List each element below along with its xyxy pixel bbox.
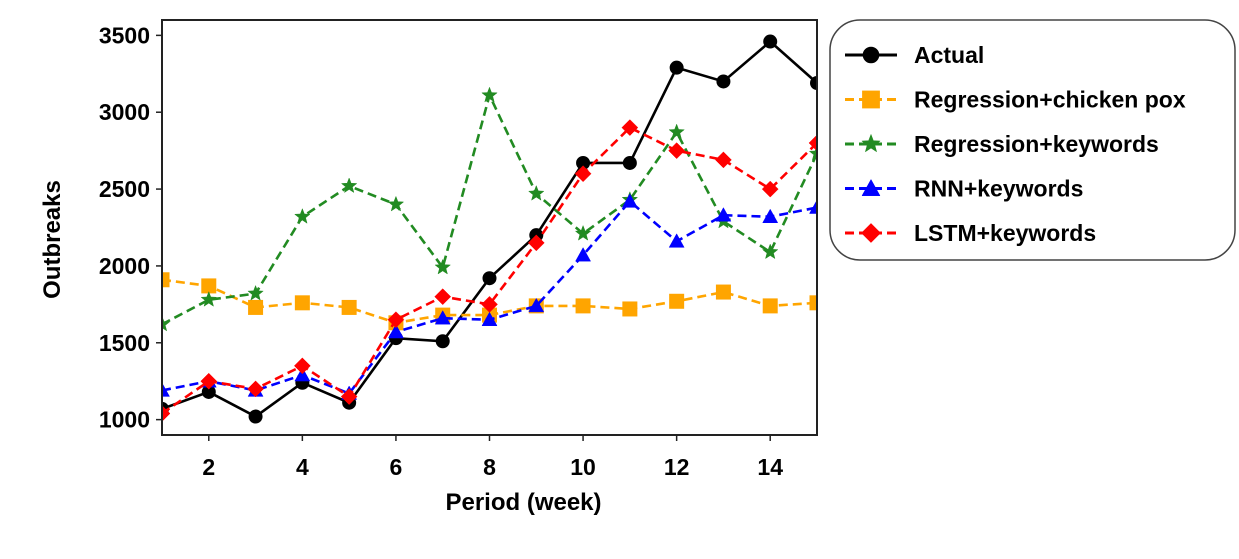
data-point-regression-chicken-pox-11 xyxy=(622,301,638,317)
legend-entry-regression-keywords: Regression+keywords xyxy=(845,131,1159,157)
data-point-lstm-keywords-7 xyxy=(434,288,452,306)
data-point-actual-3 xyxy=(248,409,263,424)
x-tick-label: 10 xyxy=(570,454,596,480)
data-point-rnn-keywords-1 xyxy=(162,382,170,397)
legend-label: Actual xyxy=(914,42,984,68)
data-point-lstm-keywords-10 xyxy=(574,165,592,183)
data-point-lstm-keywords-14 xyxy=(761,180,779,198)
x-tick-label: 2 xyxy=(202,454,215,480)
data-point-lstm-keywords-8 xyxy=(481,295,498,313)
data-point-lstm-keywords-5 xyxy=(340,388,358,405)
x-tick-label: 6 xyxy=(390,454,403,480)
legend-entry-lstm-keywords: LSTM+keywords xyxy=(845,220,1096,246)
y-tick-label: 3000 xyxy=(99,99,150,125)
legend-entry-rnn-keywords: RNN+keywords xyxy=(845,176,1083,202)
data-point-lstm-keywords-11 xyxy=(621,119,639,136)
y-tick-label: 1500 xyxy=(99,330,150,356)
data-point-regression-keywords-14 xyxy=(761,243,779,260)
legend-swatch-marker xyxy=(862,46,880,64)
data-point-rnn-keywords-10 xyxy=(575,247,591,262)
data-point-rnn-keywords-6 xyxy=(388,324,404,339)
data-point-lstm-keywords-9 xyxy=(527,234,545,252)
data-point-regression-keywords-7 xyxy=(434,258,451,275)
data-point-regression-keywords-10 xyxy=(574,224,592,241)
legend-label: Regression+keywords xyxy=(914,131,1159,157)
data-point-actual-13 xyxy=(716,74,731,89)
y-tick-label: 1000 xyxy=(99,407,150,433)
data-point-rnn-keywords-12 xyxy=(668,233,685,248)
data-point-rnn-keywords-7 xyxy=(434,310,451,325)
data-point-regression-chicken-pox-13 xyxy=(715,284,731,300)
x-axis-title: Period (week) xyxy=(445,489,601,516)
data-point-lstm-keywords-6 xyxy=(387,311,405,329)
y-tick-label: 2500 xyxy=(99,176,150,202)
data-point-rnn-keywords-13 xyxy=(715,207,732,222)
data-point-rnn-keywords-11 xyxy=(621,193,638,208)
x-tick-label: 4 xyxy=(296,454,309,480)
data-point-regression-chicken-pox-15 xyxy=(809,295,817,311)
legend-swatch-marker xyxy=(861,178,881,196)
data-point-regression-keywords-6 xyxy=(387,195,405,212)
data-point-regression-keywords-4 xyxy=(294,208,311,224)
data-point-actual-15 xyxy=(810,76,817,91)
legend-swatch-marker xyxy=(862,90,880,109)
x-tick-label: 8 xyxy=(483,454,496,480)
x-tick-label: 12 xyxy=(664,454,690,480)
data-point-lstm-keywords-15 xyxy=(808,134,817,152)
data-point-lstm-keywords-13 xyxy=(715,151,732,169)
series-layer xyxy=(162,34,817,424)
data-point-regression-chicken-pox-12 xyxy=(669,293,685,309)
y-axis-title: Outbreaks xyxy=(39,180,66,299)
data-point-actual-11 xyxy=(622,155,637,170)
data-point-lstm-keywords-3 xyxy=(247,380,264,398)
legend-label: RNN+keywords xyxy=(914,176,1083,202)
data-point-regression-chicken-pox-2 xyxy=(201,278,217,294)
data-point-regression-keywords-12 xyxy=(668,123,685,140)
data-point-lstm-keywords-12 xyxy=(668,142,685,160)
data-point-regression-keywords-9 xyxy=(528,184,545,201)
series-regression-keywords xyxy=(162,86,817,332)
legend: Actual Regression+chicken pox Regression+k… xyxy=(829,19,1236,261)
data-point-regression-chicken-pox-5 xyxy=(341,299,357,315)
y-tick-label: 3500 xyxy=(99,22,150,48)
data-point-lstm-keywords-1 xyxy=(162,405,171,422)
data-point-regression-chicken-pox-3 xyxy=(248,299,264,315)
data-point-rnn-keywords-9 xyxy=(528,297,545,313)
legend-entry-regression-chicken-pox: Regression+chicken pox xyxy=(845,87,1186,113)
data-point-regression-chicken-pox-14 xyxy=(762,298,778,314)
data-point-actual-7 xyxy=(435,334,450,349)
data-point-regression-keywords-1 xyxy=(162,315,171,332)
data-point-actual-12 xyxy=(669,60,684,75)
legend-label: Regression+chicken pox xyxy=(914,87,1186,113)
data-point-lstm-keywords-2 xyxy=(200,372,218,390)
data-point-lstm-keywords-4 xyxy=(294,357,311,375)
data-point-rnn-keywords-14 xyxy=(762,208,779,223)
tick-layer: 2 4 6 8 10 12 14 1000 1500 2000 2500 3000 3500 xyxy=(99,22,783,480)
legend-label: LSTM+keywords xyxy=(914,220,1096,246)
series-lstm-keywords xyxy=(162,119,817,422)
legend-swatch-marker xyxy=(861,223,881,243)
data-point-regression-chicken-pox-10 xyxy=(575,298,591,314)
data-point-regression-keywords-8 xyxy=(481,86,498,103)
series-line-lstm-keywords xyxy=(162,126,817,415)
y-tick-label: 2000 xyxy=(99,253,150,279)
data-point-rnn-keywords-8 xyxy=(481,311,498,326)
data-point-actual-14 xyxy=(763,34,778,49)
data-point-regression-keywords-3 xyxy=(247,284,264,301)
data-point-actual-8 xyxy=(482,271,497,286)
legend-entry-actual: Actual xyxy=(845,42,984,68)
data-point-regression-keywords-5 xyxy=(340,177,358,194)
data-point-rnn-keywords-4 xyxy=(294,367,311,382)
data-point-rnn-keywords-15 xyxy=(809,199,817,214)
legend-box xyxy=(829,19,1236,261)
data-point-regression-chicken-pox-4 xyxy=(294,295,310,311)
x-tick-label: 14 xyxy=(757,454,783,480)
data-point-regression-keywords-2 xyxy=(200,291,218,307)
data-point-regression-chicken-pox-1 xyxy=(162,272,170,288)
legend-swatch-marker xyxy=(861,133,881,153)
data-point-regression-keywords-15 xyxy=(808,145,817,161)
